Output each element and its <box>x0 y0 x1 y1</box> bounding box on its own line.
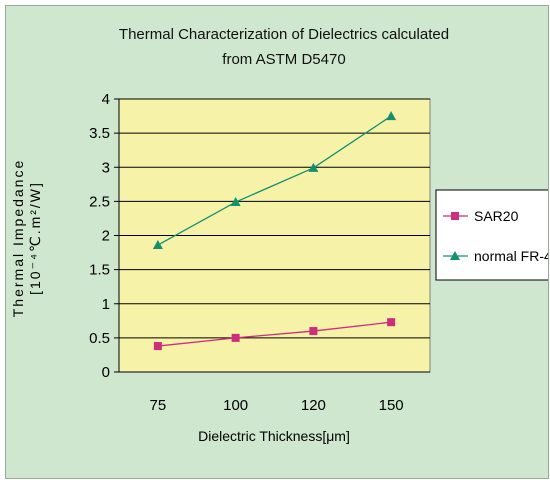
chart-frame: Thermal Characterization of Dielectrics … <box>5 5 549 479</box>
series-0 <box>153 318 396 351</box>
y-tick-label: 2 <box>102 228 110 245</box>
x-tick-label: 75 <box>150 397 167 414</box>
y-tick-label: 0 <box>102 364 110 381</box>
x-axis-label: Dielectric Thickness[μm] <box>198 428 350 444</box>
data-point <box>153 342 162 351</box>
data-point <box>309 327 318 336</box>
data-point <box>308 162 319 172</box>
y-tick-label: 1.5 <box>89 262 110 279</box>
series-line <box>157 321 392 347</box>
legend-marker <box>450 251 460 260</box>
y-tick-label: 4 <box>102 91 110 108</box>
chart-title-line-1: Thermal Characterization of Dielectrics … <box>119 26 449 43</box>
x-tick-labels: 75 100 120 150 <box>150 397 404 414</box>
y-tick-label: 3 <box>102 159 110 176</box>
legend-item: normal FR-4 <box>443 248 549 264</box>
data-point <box>387 318 396 327</box>
series-layer <box>152 111 397 351</box>
y-tick-label: 0.5 <box>89 330 110 347</box>
y-axis-label-line-1: Thermal Impedance <box>10 159 26 318</box>
legend-marker <box>451 212 459 220</box>
chart-title-line-2: from ASTM D5470 <box>222 51 345 68</box>
data-point <box>152 240 163 250</box>
legend: SAR20 normal FR-4 <box>435 189 549 281</box>
series-line <box>157 115 392 246</box>
grid-lines <box>114 98 430 373</box>
y-tick-label: 2.5 <box>89 193 110 210</box>
y-axis-label-line-2: [10⁻⁴℃.m²/W] <box>27 181 43 295</box>
data-point <box>231 333 240 342</box>
y-tick-label: 3.5 <box>89 125 110 142</box>
legend-box <box>435 189 548 281</box>
legend-label: SAR20 <box>474 208 519 224</box>
x-tick-label: 150 <box>379 397 404 414</box>
y-tick-labels: 0 0.5 1 1.5 2 2.5 3 3.5 4 <box>89 91 110 381</box>
y-axis-label: Thermal Impedance [10⁻⁴℃.m²/W] <box>10 159 43 318</box>
x-tick-label: 100 <box>223 397 248 414</box>
chart-svg: Thermal Characterization of Dielectrics … <box>10 26 549 444</box>
series-1 <box>152 111 397 250</box>
legend-label: normal FR-4 <box>474 248 549 264</box>
legend-item: SAR20 <box>443 208 519 224</box>
y-tick-label: 1 <box>102 296 110 313</box>
data-point <box>386 111 397 121</box>
x-tick-label: 120 <box>301 397 326 414</box>
data-point <box>230 197 241 207</box>
